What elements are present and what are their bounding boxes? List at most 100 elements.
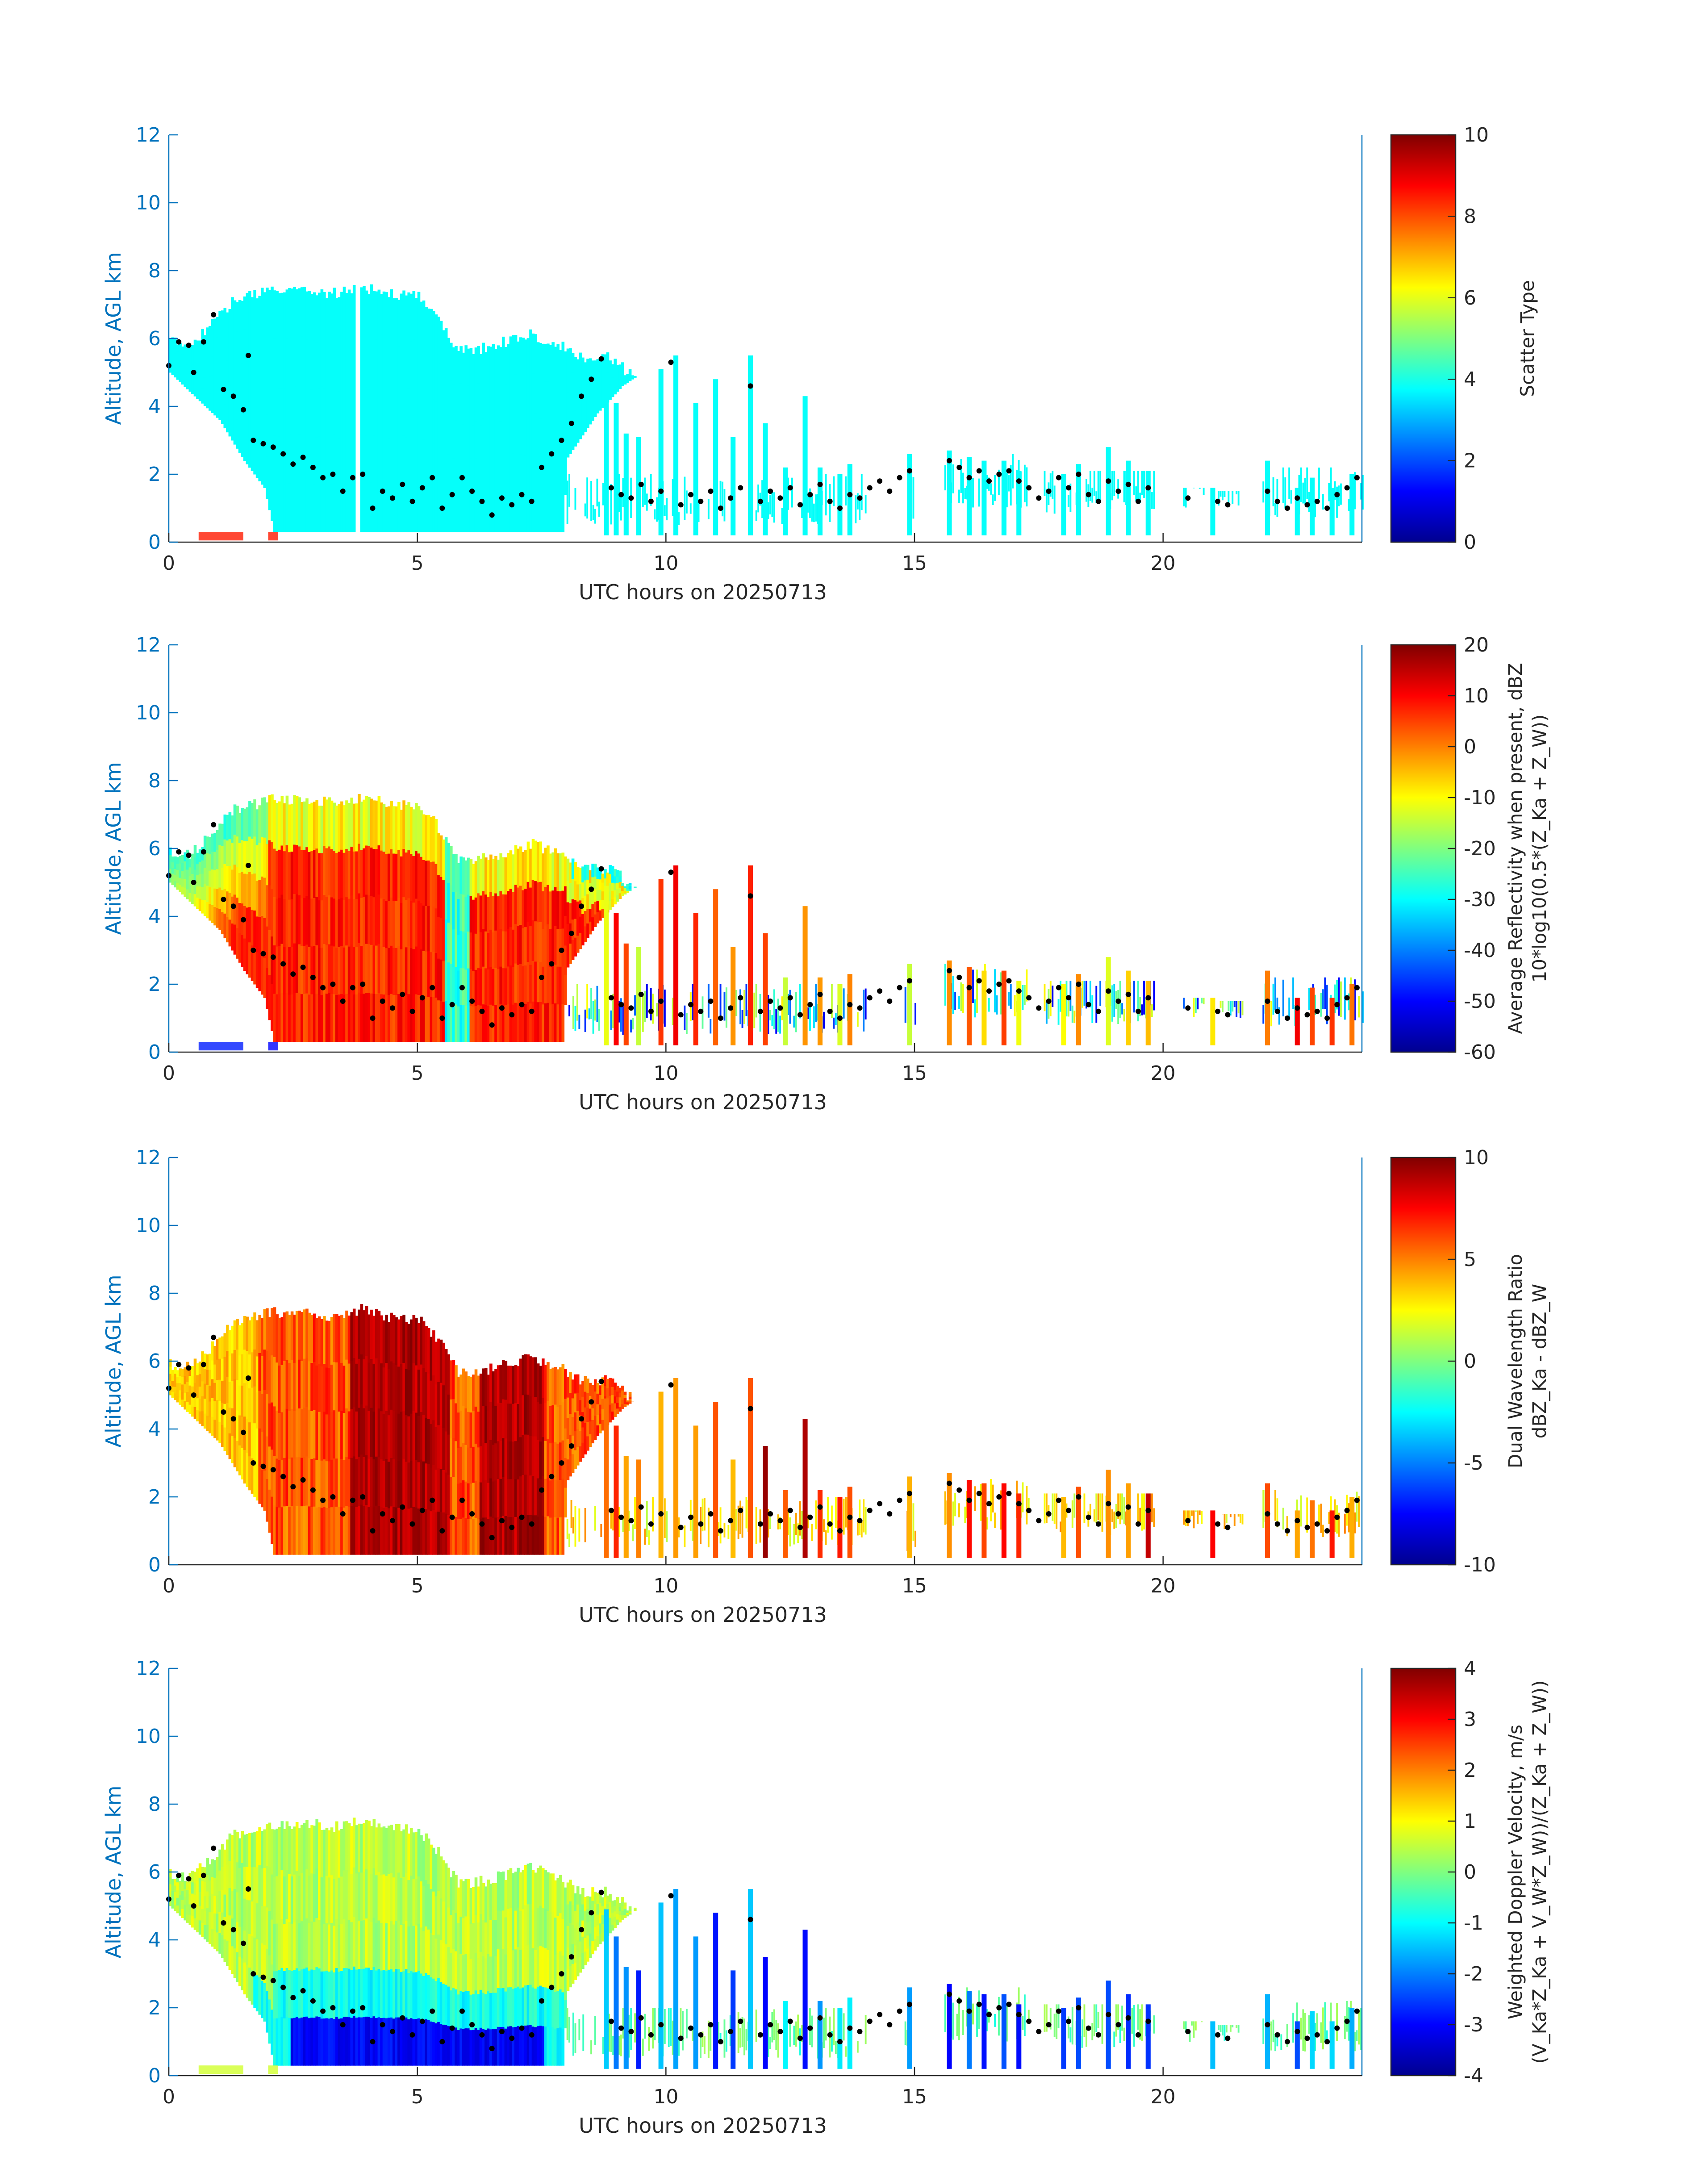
heatmap-cell xyxy=(549,1004,552,1042)
heatmap-cell xyxy=(347,803,351,851)
heatmap-cell xyxy=(497,1949,500,1988)
heatmap-cell xyxy=(571,1905,575,1925)
heatmap-cell xyxy=(420,393,423,440)
colorbar-gradient xyxy=(1390,644,1457,1053)
heatmap-cell xyxy=(412,1458,416,1507)
heatmap-cell xyxy=(564,856,567,886)
heatmap-cell xyxy=(223,308,227,332)
lidar-point xyxy=(738,1508,743,1513)
lidar-point xyxy=(176,339,182,345)
heatmap-cell xyxy=(253,873,256,911)
heatmap-cell xyxy=(628,1911,632,1913)
heatmap-cell xyxy=(203,836,207,852)
heatmap-cell xyxy=(382,1508,386,1555)
heatmap-cell xyxy=(422,996,426,1042)
heatmap-cell xyxy=(301,385,304,435)
heatmap-cell xyxy=(278,293,281,341)
lidar-point xyxy=(241,1429,246,1435)
heatmap-cell xyxy=(599,1385,602,1396)
heatmap-cell xyxy=(1113,471,1115,496)
heatmap-cell xyxy=(1308,492,1310,512)
heatmap-cell xyxy=(561,890,565,929)
heatmap-cell xyxy=(526,1474,530,1515)
heatmap-cell xyxy=(238,1927,242,1957)
heatmap-cell xyxy=(405,390,408,438)
heatmap-cell xyxy=(559,1404,562,1443)
heatmap-cell xyxy=(188,867,192,876)
heatmap-cell xyxy=(576,1922,580,1941)
heatmap-cell xyxy=(206,359,209,376)
heatmap-cell xyxy=(571,392,575,412)
heatmap-cell xyxy=(276,1876,279,1924)
heatmap-cell xyxy=(380,898,383,947)
heatmap-cell xyxy=(467,857,470,895)
heatmap-cell xyxy=(206,1400,209,1416)
heatmap-cell xyxy=(522,415,525,455)
heatmap-cell xyxy=(467,894,470,932)
heatmap-cell xyxy=(462,1368,465,1406)
heatmap-cell xyxy=(519,1358,522,1398)
heatmap-cell xyxy=(561,1440,565,1479)
heatmap-cell xyxy=(174,361,177,370)
heatmap-cell xyxy=(181,369,184,377)
heatmap-cell xyxy=(464,1879,468,1917)
heatmap-cell xyxy=(652,1497,654,1532)
heatmap-cell xyxy=(547,456,550,495)
heatmap-cell xyxy=(584,418,587,432)
heatmap-cell xyxy=(333,434,336,484)
heatmap-cell xyxy=(181,1872,184,1882)
heatmap-cell xyxy=(592,505,594,520)
heatmap-cell xyxy=(455,891,458,930)
heatmap-cell xyxy=(184,852,187,861)
heatmap-cell xyxy=(457,1887,460,1923)
heatmap-cell xyxy=(209,326,212,343)
heatmap-cell xyxy=(522,1475,525,1515)
heatmap-cell xyxy=(574,1928,577,1946)
heatmap-cell xyxy=(501,414,505,454)
heatmap-cell xyxy=(1233,1001,1236,1007)
heatmap-cell xyxy=(196,352,199,364)
heatmap-cell xyxy=(295,338,299,387)
lidar-point xyxy=(857,495,863,501)
heatmap-cell xyxy=(213,376,217,396)
heatmap-cell xyxy=(261,1394,264,1432)
heatmap-cell xyxy=(201,886,204,900)
heatmap-cell xyxy=(477,967,480,1005)
heatmap-cell xyxy=(323,1924,326,1972)
heatmap-cell xyxy=(425,487,428,532)
heatmap-cell xyxy=(271,889,274,937)
lidar-point xyxy=(509,502,515,508)
heatmap-cell xyxy=(581,882,585,898)
heatmap-cell xyxy=(320,2018,324,2066)
heatmap-cell xyxy=(243,1866,246,1899)
heatmap-cell xyxy=(621,1915,624,1920)
heatmap-cell xyxy=(236,1892,239,1922)
heatmap-cell xyxy=(432,1375,435,1421)
heatmap-cell xyxy=(301,898,304,946)
heatmap-cell xyxy=(1008,992,1010,1006)
heatmap-cell xyxy=(990,1479,992,1521)
heatmap-cell xyxy=(604,1886,607,1897)
heatmap-cell xyxy=(614,1922,617,1928)
heatmap-cell xyxy=(263,292,267,332)
heatmap-cell xyxy=(246,1834,249,1867)
heatmap-cell xyxy=(462,1881,465,1918)
heatmap-cell xyxy=(397,485,401,532)
lidar-point xyxy=(638,1504,644,1510)
heatmap-cell xyxy=(609,1396,612,1405)
heatmap-cell xyxy=(298,895,301,944)
heatmap-cell xyxy=(556,1443,560,1481)
heatmap-cell xyxy=(280,436,284,485)
heatmap-cell xyxy=(434,1427,438,1470)
heatmap-cell xyxy=(261,955,264,995)
heatmap-cell xyxy=(601,1409,605,1420)
heatmap-cell xyxy=(174,1380,177,1387)
heatmap-cell xyxy=(542,1986,545,2027)
heatmap-cell xyxy=(393,806,396,854)
heatmap-cell xyxy=(447,1868,451,1908)
heatmap-cell xyxy=(363,799,366,848)
heatmap-cell xyxy=(360,336,363,385)
heatmap-cell xyxy=(420,903,423,950)
heatmap-cell xyxy=(372,1917,376,1967)
colorbar-gradient xyxy=(1390,1157,1457,1566)
